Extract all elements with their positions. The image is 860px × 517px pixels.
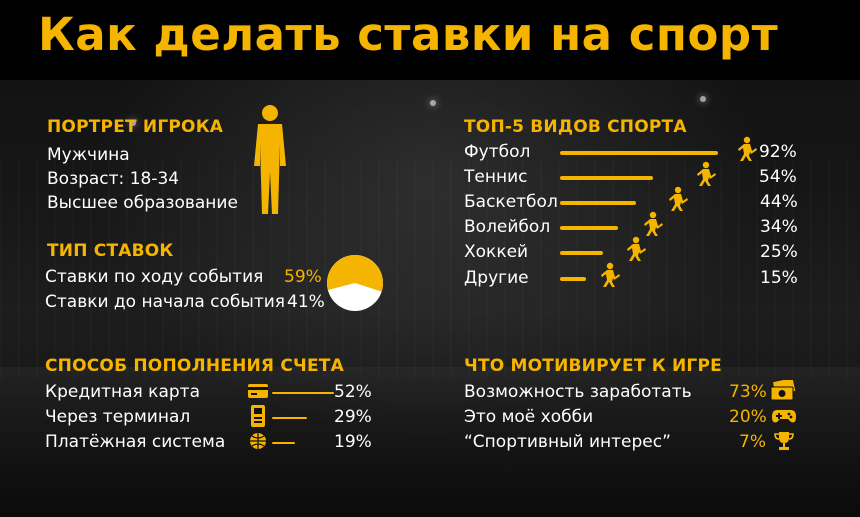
bet-types-pie-chart	[327, 254, 384, 311]
football-player-icon	[738, 136, 757, 161]
bet-type-percent: 41%	[287, 292, 325, 312]
portrait-age: Возраст: 18-34	[47, 169, 180, 189]
motivation-percent: 7%	[739, 432, 766, 452]
sport-label: Другие	[464, 268, 529, 288]
motivation-heading: ЧТО МОТИВИРУЕТ К ИГРЕ	[464, 356, 722, 376]
page-title: Как делать ставки на спорт	[38, 8, 779, 61]
payment-percent: 52%	[334, 382, 372, 402]
terminal-icon	[251, 405, 265, 427]
sport-bar	[560, 176, 653, 180]
sport-label: Волейбол	[464, 217, 551, 237]
payment-percent: 19%	[334, 432, 372, 452]
bet-type-percent: 59%	[284, 267, 322, 287]
motivation-percent: 20%	[729, 407, 767, 427]
sport-label: Теннис	[464, 167, 528, 187]
stadium-field-background	[0, 367, 860, 517]
motivation-percent: 73%	[729, 382, 767, 402]
globe-payment-icon	[250, 433, 266, 449]
sport-bar	[560, 151, 718, 155]
sport-percent: 15%	[760, 268, 798, 288]
stadium-stands-background	[0, 160, 860, 380]
sport-percent: 92%	[759, 142, 797, 162]
payment-heading: СПОСОБ ПОПОЛНЕНИЯ СЧЕТА	[45, 356, 344, 376]
motivation-label: Это моё хобби	[464, 407, 594, 427]
pie-slice-live-betting	[327, 254, 384, 292]
hockey-player-icon	[627, 236, 646, 261]
payment-bar	[272, 442, 295, 444]
tennis-player-icon	[697, 161, 716, 186]
basketball-player-icon	[669, 186, 688, 211]
sport-percent: 54%	[759, 167, 797, 187]
motivation-label: “Спортивный интерес”	[464, 432, 671, 452]
gamepad-icon	[772, 410, 796, 423]
motivation-label: Возможность заработать	[464, 382, 692, 402]
title-bar: Как делать ставки на спорт	[0, 0, 860, 80]
payment-bar	[272, 417, 307, 419]
sport-label: Футбол	[464, 142, 531, 162]
sport-label: Баскетбол	[464, 192, 558, 212]
payment-bar	[272, 392, 334, 394]
top-sports-heading: ТОП-5 ВИДОВ СПОРТА	[464, 117, 687, 137]
bet-types-heading: ТИП СТАВОК	[47, 241, 174, 261]
man-silhouette-icon	[254, 105, 286, 214]
credit-card-icon	[248, 384, 268, 398]
stadium-light	[430, 100, 436, 106]
sport-bar	[560, 277, 586, 281]
stadium-light	[130, 120, 136, 126]
bet-type-label: Ставки до начала события	[45, 292, 286, 312]
runner-icon	[601, 262, 620, 287]
sport-label: Хоккей	[464, 242, 529, 262]
payment-label: Кредитная карта	[45, 382, 200, 402]
payment-label: Платёжная система	[45, 432, 226, 452]
bet-type-label: Ставки по ходу события	[45, 267, 264, 287]
sport-percent: 25%	[760, 242, 798, 262]
sport-bar	[560, 251, 603, 255]
portrait-heading: ПОРТРЕТ ИГРОКА	[47, 117, 224, 137]
payment-percent: 29%	[334, 407, 372, 427]
sport-bar	[560, 226, 618, 230]
sport-bar	[560, 201, 636, 205]
portrait-gender: Мужчина	[47, 145, 130, 165]
sport-percent: 34%	[760, 217, 798, 237]
stadium-light	[700, 96, 706, 102]
volleyball-player-icon	[644, 211, 663, 236]
portrait-education: Высшее образование	[47, 193, 238, 213]
money-icon	[770, 380, 796, 401]
trophy-icon	[774, 432, 794, 450]
sport-percent: 44%	[760, 192, 798, 212]
payment-label: Через терминал	[45, 407, 191, 427]
